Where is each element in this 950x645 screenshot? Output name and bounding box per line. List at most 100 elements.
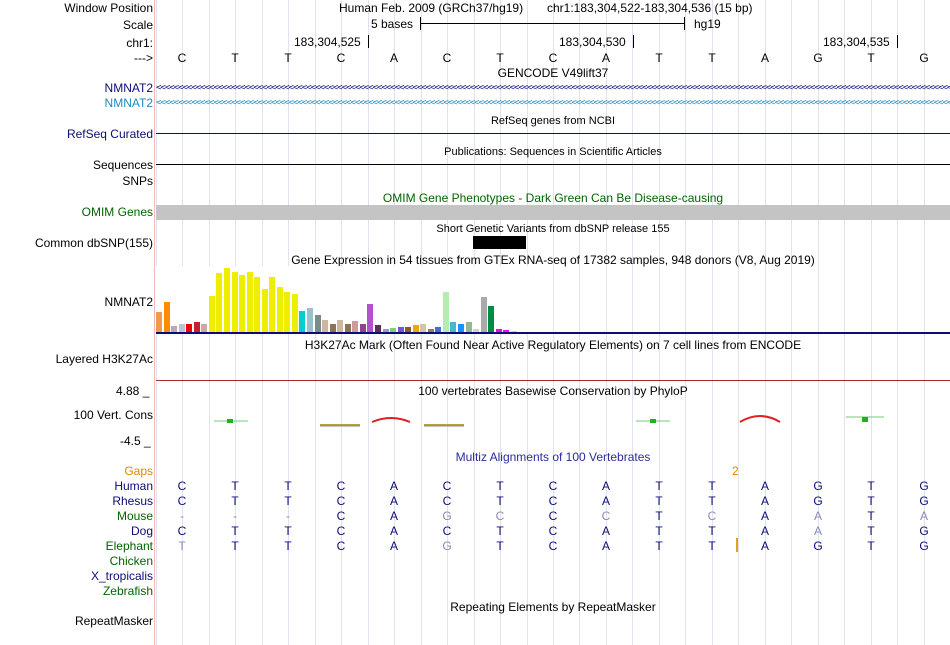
gaps-label[interactable]: Gaps <box>124 464 153 478</box>
gtex-tissue-bar[interactable] <box>481 297 487 332</box>
repeatmasker-label[interactable]: RepeatMasker <box>74 614 153 628</box>
alignment-base: C <box>336 479 346 493</box>
gtex-tissue-bar[interactable] <box>375 325 381 332</box>
gridline <box>685 0 686 645</box>
gencode-label-1[interactable]: NMNAT2 <box>104 81 153 95</box>
alignment-base: A <box>813 509 822 523</box>
gtex-tissue-bar[interactable] <box>473 329 479 332</box>
gtex-tissue-bar[interactable] <box>420 324 426 332</box>
ruler-tick-label: 183,304,530 <box>559 35 626 49</box>
gtex-tissue-bar[interactable] <box>496 329 502 332</box>
gtex-tissue-bar[interactable] <box>292 294 298 332</box>
gtex-tissue-bar[interactable] <box>435 327 441 332</box>
species-label[interactable]: Rhesus <box>112 494 153 508</box>
species-label[interactable]: Mouse <box>116 509 153 523</box>
gtex-label[interactable]: NMNAT2 <box>104 295 153 309</box>
gridline <box>738 0 739 645</box>
gtex-tissue-bar[interactable] <box>405 327 411 332</box>
gtex-tissue-bar[interactable] <box>247 272 253 332</box>
gtex-tissue-bar[interactable] <box>171 326 177 332</box>
gtex-tissue-bar[interactable] <box>262 289 268 332</box>
alignment-base: A <box>601 479 610 493</box>
gtex-tissue-bar[interactable] <box>254 277 260 332</box>
gtex-tissue-bar[interactable] <box>156 312 162 332</box>
gridline <box>579 0 580 645</box>
refseq-label[interactable]: RefSeq Curated <box>66 127 153 141</box>
species-label[interactable]: Dog <box>130 524 153 538</box>
gtex-tissue-bar[interactable] <box>503 330 509 332</box>
gtex-tissue-bar[interactable] <box>201 324 207 332</box>
species-label[interactable]: Human <box>114 479 153 493</box>
alignment-base: T <box>867 509 875 523</box>
reference-base: A <box>389 51 398 65</box>
gencode-transcript-2[interactable]: <<<<<<<<<<<<<<<<<<<<<<<<<<<<<<<<<<<<<<<<… <box>156 98 950 108</box>
gtex-tissue-bar[interactable] <box>315 315 321 332</box>
gtex-tissue-bar[interactable] <box>299 311 305 332</box>
gtex-tissue-bar[interactable] <box>360 324 366 332</box>
alignment-base: C <box>495 509 505 523</box>
h3k27ac-label[interactable]: Layered H3K27Ac <box>55 352 153 366</box>
alignment-base: G <box>919 479 929 493</box>
publications-line[interactable] <box>156 164 950 165</box>
gtex-tissue-bar[interactable] <box>466 322 472 332</box>
publications-track-title: Publications: Sequences in Scientific Ar… <box>444 146 662 158</box>
phylop-label[interactable]: 100 Vert. Cons <box>73 408 153 422</box>
gtex-tissue-bar[interactable] <box>511 331 517 332</box>
species-label[interactable]: Zebrafish <box>102 584 153 598</box>
gtex-tissue-bar[interactable] <box>179 324 185 332</box>
gtex-tissue-bar[interactable] <box>488 306 494 332</box>
gtex-tissue-bar[interactable] <box>277 287 283 332</box>
gtex-bar-chart[interactable] <box>156 266 536 332</box>
gtex-tissue-bar[interactable] <box>216 273 222 332</box>
gtex-tissue-bar[interactable] <box>443 292 449 332</box>
gtex-tissue-bar[interactable] <box>367 304 373 332</box>
species-label[interactable]: Chicken <box>109 554 153 568</box>
gtex-tissue-bar[interactable] <box>307 308 313 332</box>
gtex-tissue-bar[interactable] <box>345 324 351 332</box>
gtex-tissue-bar[interactable] <box>194 322 200 332</box>
gtex-tissue-bar[interactable] <box>186 324 192 332</box>
omim-feature-bar[interactable] <box>156 205 950 220</box>
gencode-transcript-1[interactable]: <<<<<<<<<<<<<<<<<<<<<<<<<<<<<<<<<<<<<<<<… <box>156 83 950 93</box>
position-readout[interactable]: chr1:183,304,522-183,304,536 (15 bp) <box>547 1 753 15</box>
alignment-base: T <box>867 539 875 553</box>
dbsnp-label[interactable]: Common dbSNP(155) <box>34 236 153 250</box>
gtex-tissue-bar[interactable] <box>352 321 358 332</box>
phylop-mark-2 <box>320 424 360 427</box>
alignment-base: T <box>496 524 504 538</box>
snps-label[interactable]: SNPs <box>122 174 153 188</box>
alignment-base: C <box>548 509 558 523</box>
alignment-base: T <box>231 494 239 508</box>
gtex-tissue-bar[interactable] <box>413 325 419 332</box>
gtex-tissue-bar[interactable] <box>450 322 456 332</box>
gtex-tissue-bar[interactable] <box>458 324 464 332</box>
gtex-tissue-bar[interactable] <box>390 328 396 332</box>
gtex-tissue-bar[interactable] <box>224 268 230 332</box>
gtex-tissue-bar[interactable] <box>428 329 434 332</box>
alignment-base: T <box>231 524 239 538</box>
gtex-tissue-bar[interactable] <box>232 272 238 332</box>
gtex-tissue-bar[interactable] <box>164 302 170 332</box>
species-label[interactable]: X_tropicalis <box>90 569 153 583</box>
gtex-tissue-bar[interactable] <box>239 275 245 332</box>
alignment-base: G <box>919 524 929 538</box>
species-label[interactable]: Elephant <box>105 539 153 553</box>
gtex-tissue-bar[interactable] <box>284 292 290 332</box>
gtex-tissue-bar[interactable] <box>269 277 275 332</box>
gtex-tissue-bar[interactable] <box>330 324 336 332</box>
alignment-base: T <box>708 539 716 553</box>
omim-track-title: OMIM Gene Phenotypes - Dark Green Can Be… <box>382 191 724 205</box>
phylop-plot[interactable] <box>156 400 950 440</box>
gtex-tissue-bar[interactable] <box>209 296 215 332</box>
sequences-label[interactable]: Sequences <box>92 158 153 172</box>
gtex-tissue-bar[interactable] <box>322 320 328 332</box>
refseq-line[interactable] <box>156 133 950 134</box>
omim-label[interactable]: OMIM Genes <box>81 205 153 219</box>
snp-feature[interactable] <box>473 236 526 249</box>
gridline <box>791 0 792 645</box>
gtex-tissue-bar[interactable] <box>337 320 343 332</box>
gtex-tissue-bar[interactable] <box>383 329 389 332</box>
gridline <box>897 0 898 645</box>
gencode-label-2[interactable]: NMNAT2 <box>104 96 153 110</box>
gtex-tissue-bar[interactable] <box>398 327 404 332</box>
